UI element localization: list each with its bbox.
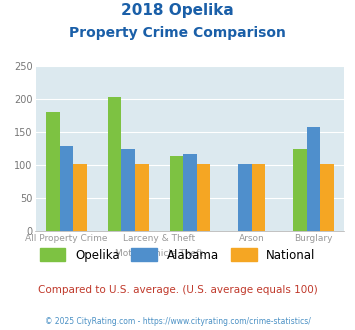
Bar xyxy=(46,112,60,231)
Bar xyxy=(183,154,197,231)
Text: Property Crime Comparison: Property Crime Comparison xyxy=(69,26,286,40)
Bar xyxy=(293,148,307,231)
Text: Larceny & Theft: Larceny & Theft xyxy=(123,234,195,243)
Bar xyxy=(108,97,121,231)
Bar xyxy=(60,146,73,231)
Bar xyxy=(121,149,135,231)
Bar xyxy=(252,164,265,231)
Text: © 2025 CityRating.com - https://www.cityrating.com/crime-statistics/: © 2025 CityRating.com - https://www.city… xyxy=(45,317,310,326)
Bar xyxy=(238,164,252,231)
Text: Burglary: Burglary xyxy=(294,234,333,243)
Text: 2018 Opelika: 2018 Opelika xyxy=(121,3,234,18)
Bar xyxy=(197,164,210,231)
Bar xyxy=(73,164,87,231)
Bar xyxy=(307,127,320,231)
Text: Motor Vehicle Theft: Motor Vehicle Theft xyxy=(115,249,203,258)
Bar xyxy=(135,164,148,231)
Bar xyxy=(170,156,183,231)
Legend: Opelika, Alabama, National: Opelika, Alabama, National xyxy=(35,244,320,266)
Text: Compared to U.S. average. (U.S. average equals 100): Compared to U.S. average. (U.S. average … xyxy=(38,285,317,295)
Text: All Property Crime: All Property Crime xyxy=(25,234,108,243)
Bar xyxy=(320,164,334,231)
Text: Arson: Arson xyxy=(239,234,264,243)
